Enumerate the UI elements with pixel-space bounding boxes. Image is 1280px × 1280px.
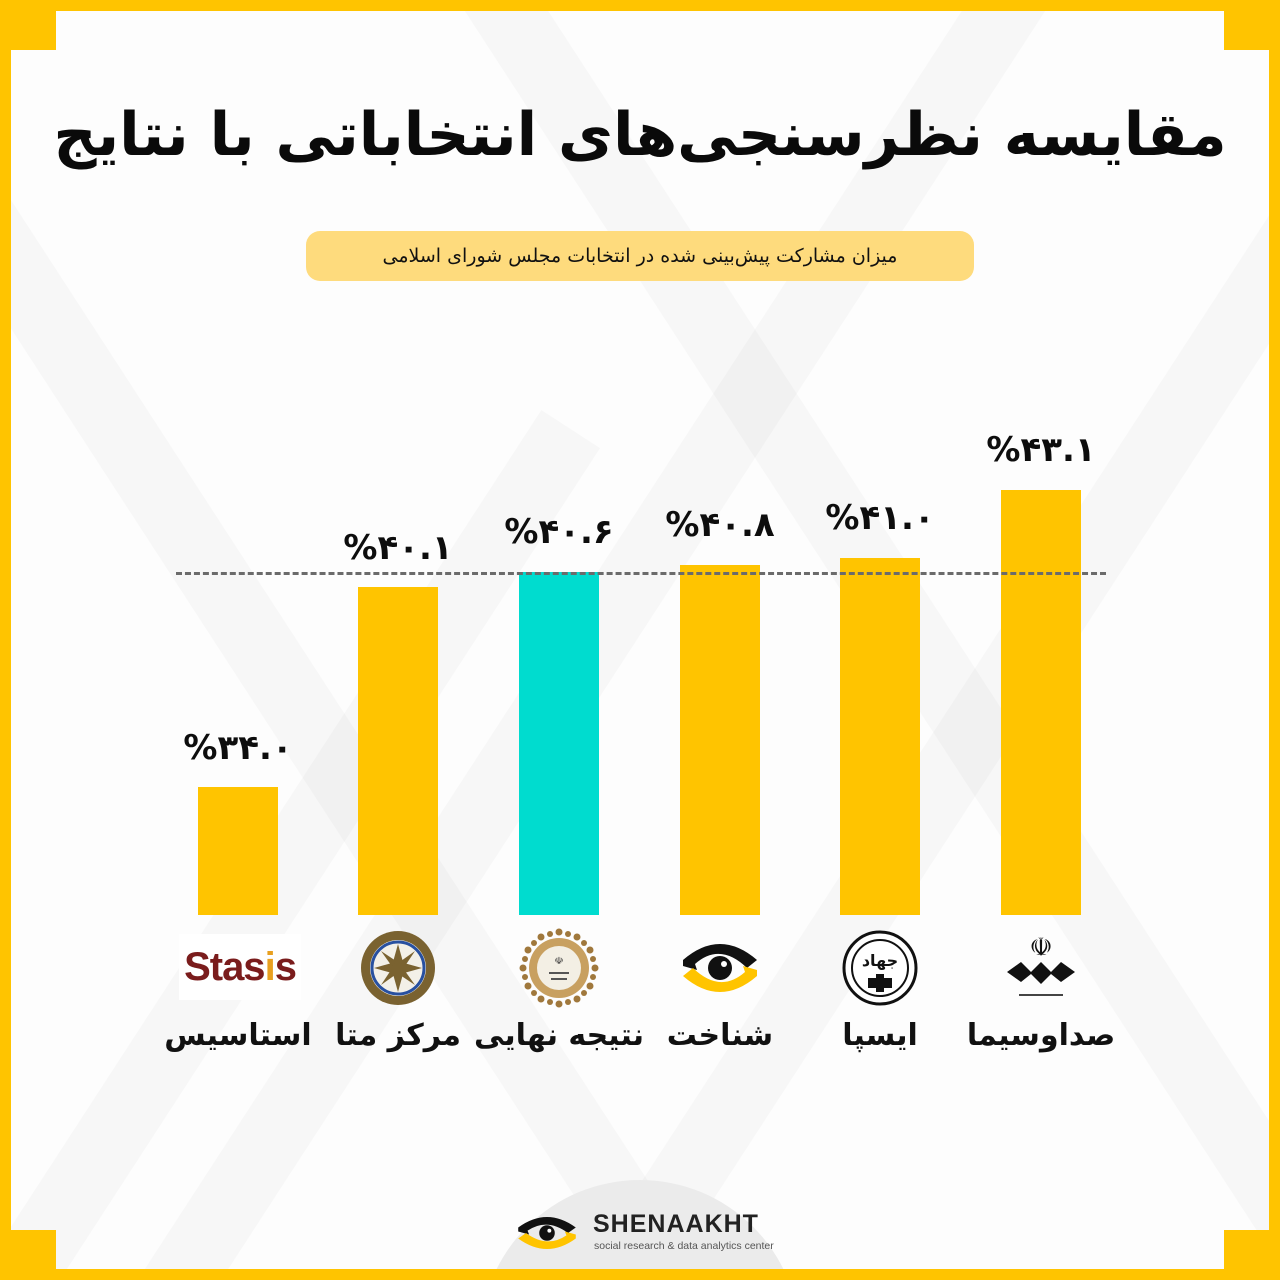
- frame-border-left: [0, 0, 11, 1280]
- frame-corner-top-left: [0, 0, 56, 50]
- frame-border-bottom: [0, 1269, 1280, 1280]
- irib-logo: ☫: [996, 928, 1086, 1008]
- frame-corner-bottom-right: [1224, 1230, 1280, 1280]
- shenaakht-eye-logo: [675, 928, 765, 1008]
- bar-shenaakht: [680, 565, 760, 915]
- category-label: ایسپا: [842, 1018, 918, 1053]
- interior-ministry-logo: ☫: [514, 928, 604, 1008]
- value-label: %۴۳.۱: [986, 430, 1096, 470]
- subtitle-text: میزان مشارکت پیش‌بینی شده در انتخابات مج…: [382, 245, 898, 267]
- value-label: %۳۴.۰: [183, 728, 293, 768]
- svg-text:☫: ☫: [555, 956, 564, 967]
- jahad-daneshgahi-logo: جهاد: [835, 928, 925, 1008]
- bar-meta-center: [358, 587, 438, 915]
- category-label: مرکز متا: [335, 1018, 461, 1053]
- bar-irib: [1001, 490, 1081, 915]
- value-label: %۴۰.۶: [504, 512, 614, 552]
- meta-center-logo: [353, 928, 443, 1008]
- svg-text:جهاد: جهاد: [862, 951, 898, 970]
- frame-border-right: [1269, 0, 1280, 1280]
- footer-brand-name: SHENAAKHT: [593, 1210, 759, 1238]
- frame-corner-bottom-left: [0, 1230, 56, 1280]
- reference-dashed-line: [176, 572, 1106, 575]
- frame-border-top: [0, 0, 1280, 11]
- stasis-logo: Stas i s: [178, 931, 302, 1003]
- frame-corner-top-right: [1224, 0, 1280, 50]
- page-title: مقایسه نظرسنجی‌های انتخاباتی با نتایج: [53, 100, 1227, 170]
- value-label: %۴۰.۱: [343, 528, 453, 568]
- category-label: شناخت: [666, 1018, 774, 1053]
- bar-final-result: [519, 572, 599, 915]
- subtitle-badge: میزان مشارکت پیش‌بینی شده در انتخابات مج…: [306, 231, 974, 281]
- category-label: صداوسیما: [966, 1018, 1116, 1053]
- category-label: استاسیس: [164, 1018, 312, 1053]
- footer-tagline: social research & data analytics center: [594, 1240, 774, 1252]
- shenaakht-footer-eye-icon: [512, 1208, 582, 1258]
- bar-ispa: [840, 558, 920, 915]
- value-label: %۴۰.۸: [665, 505, 775, 545]
- value-label: %۴۱.۰: [825, 498, 935, 538]
- category-label: نتیجه نهایی: [474, 1018, 644, 1053]
- svg-text:☫: ☫: [1029, 933, 1052, 963]
- bar-stasis: [198, 787, 278, 915]
